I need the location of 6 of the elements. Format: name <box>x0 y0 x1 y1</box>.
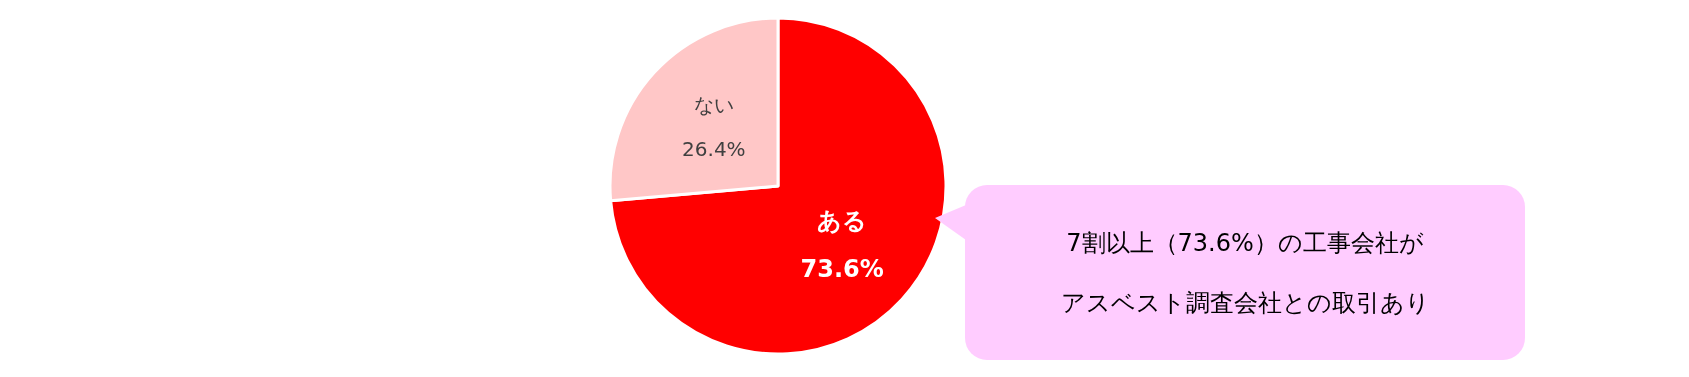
text: アスベスト調査会社との取引あり <box>1060 287 1430 319</box>
slice-label: ない <box>693 93 734 118</box>
slice-label: ある <box>817 206 868 235</box>
data-label: 26.4% <box>682 137 746 162</box>
text: 7割以上（73.6%）の工事会社が <box>1066 227 1424 259</box>
data-label: 73.6% <box>800 254 884 283</box>
